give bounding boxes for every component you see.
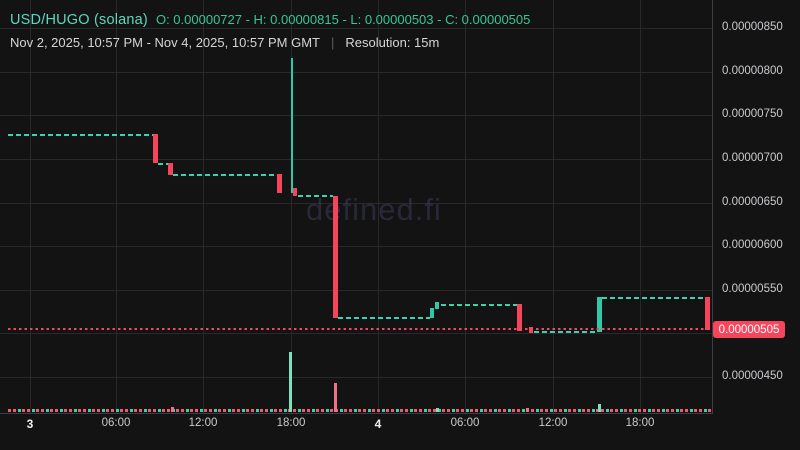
volume-bar bbox=[171, 407, 174, 412]
price-axis-label: 0.00000650 bbox=[722, 196, 783, 208]
candle-wick bbox=[291, 58, 293, 193]
volume-bar bbox=[289, 352, 292, 412]
time-axis-label: 12:00 bbox=[538, 417, 568, 429]
chart-legend: USD/HUGO (solana) O: 0.00000727 - H: 0.00… bbox=[10, 8, 530, 53]
candle bbox=[597, 297, 602, 332]
resolution-label[interactable]: Resolution: 15m bbox=[345, 35, 440, 51]
flat-price-segment bbox=[534, 331, 597, 333]
price-axis-label: 0.00000450 bbox=[722, 370, 783, 382]
time-axis-label: 4 bbox=[374, 417, 382, 431]
h-gridline bbox=[0, 290, 712, 291]
time-axis-label: 12:00 bbox=[188, 417, 218, 429]
h-gridline bbox=[0, 159, 712, 160]
candle bbox=[705, 297, 710, 330]
volume-bar bbox=[334, 383, 337, 412]
time-axis-label: 06:00 bbox=[101, 417, 131, 429]
pair-title[interactable]: USD/HUGO (solana) bbox=[10, 12, 148, 28]
v-gridline bbox=[30, 0, 31, 413]
time-axis-label: 3 bbox=[26, 417, 34, 431]
v-gridline bbox=[203, 0, 204, 413]
v-gridline bbox=[640, 0, 641, 413]
candle bbox=[517, 304, 522, 331]
candle bbox=[277, 174, 282, 193]
time-axis-label: 18:00 bbox=[276, 417, 306, 429]
candle bbox=[168, 163, 173, 175]
volume-bar bbox=[526, 408, 529, 412]
volume-bar bbox=[436, 408, 439, 412]
price-axis-label: 0.00000550 bbox=[722, 283, 783, 295]
current-price-badge: 0.00000505 bbox=[713, 321, 785, 338]
h-gridline bbox=[0, 377, 712, 378]
v-gridline bbox=[553, 0, 554, 413]
price-axis-label: 0.00000750 bbox=[722, 108, 783, 120]
flat-price-segment bbox=[441, 304, 517, 306]
legend-separator: | bbox=[331, 35, 335, 51]
h-gridline bbox=[0, 28, 712, 29]
flat-price-segment bbox=[158, 163, 169, 165]
price-axis-label: 0.00000700 bbox=[722, 152, 783, 164]
defined-fi-watermark: defined.fi bbox=[306, 192, 442, 227]
date-range: Nov 2, 2025, 10:57 PM - Nov 4, 2025, 10:… bbox=[10, 35, 320, 51]
volume-baseline bbox=[8, 409, 712, 412]
candle bbox=[435, 302, 439, 309]
candle bbox=[430, 308, 434, 318]
price-axis-label: 0.00000800 bbox=[722, 65, 783, 77]
legend-line-2: Nov 2, 2025, 10:57 PM - Nov 4, 2025, 10:… bbox=[10, 34, 530, 53]
h-gridline bbox=[0, 246, 712, 247]
v-gridline bbox=[378, 0, 379, 413]
v-gridline bbox=[291, 0, 292, 413]
price-axis-border[interactable] bbox=[712, 0, 713, 413]
flat-price-segment bbox=[338, 317, 430, 319]
time-axis-label: 06:00 bbox=[450, 417, 480, 429]
flat-price-segment bbox=[602, 297, 705, 299]
candle bbox=[529, 327, 533, 333]
volume-bar bbox=[598, 404, 601, 412]
flat-price-segment bbox=[173, 174, 278, 176]
v-gridline bbox=[465, 0, 466, 413]
legend-line-1: USD/HUGO (solana) O: 0.00000727 - H: 0.00… bbox=[10, 8, 530, 31]
candle bbox=[153, 134, 158, 163]
h-gridline bbox=[0, 115, 712, 116]
flat-price-segment bbox=[8, 134, 154, 136]
v-gridline bbox=[116, 0, 117, 413]
candle bbox=[333, 196, 338, 318]
ohlc-values: O: 0.00000727 - H: 0.00000815 - L: 0.000… bbox=[155, 12, 531, 27]
current-price-line bbox=[8, 328, 712, 330]
h-gridline bbox=[0, 333, 712, 334]
h-gridline bbox=[0, 72, 712, 73]
time-axis-label: 18:00 bbox=[625, 417, 655, 429]
time-axis-border[interactable] bbox=[0, 413, 713, 414]
flat-price-segment bbox=[298, 195, 333, 197]
price-axis-label: 0.00000850 bbox=[722, 21, 783, 33]
price-axis-label: 0.00000600 bbox=[722, 239, 783, 251]
h-gridline bbox=[0, 203, 712, 204]
candle bbox=[293, 188, 297, 196]
